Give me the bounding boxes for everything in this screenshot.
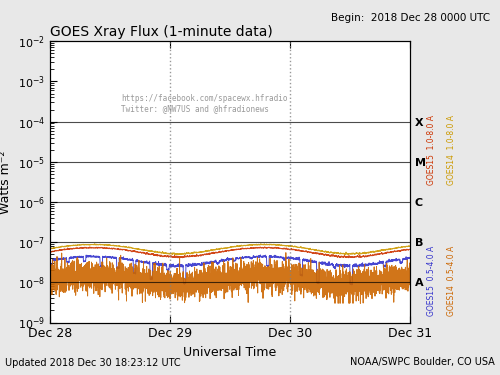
Y-axis label: Watts m⁻²: Watts m⁻² [0,150,12,214]
X-axis label: Universal Time: Universal Time [184,346,276,359]
Text: GOES15  1.0-8.0 A: GOES15 1.0-8.0 A [428,115,436,185]
Text: Begin:  2018 Dec 28 0000 UTC: Begin: 2018 Dec 28 0000 UTC [331,13,490,23]
Text: GOES14  1.0-8.0 A: GOES14 1.0-8.0 A [448,115,456,185]
Text: GOES Xray Flux (1-minute data): GOES Xray Flux (1-minute data) [50,25,273,39]
Text: GOES15  0.5-4.0 A: GOES15 0.5-4.0 A [428,246,436,316]
Text: NOAA/SWPC Boulder, CO USA: NOAA/SWPC Boulder, CO USA [350,357,495,368]
Text: https://facebook.com/spacewx.hfradio
Twitter: @NW7US and @hfradionews: https://facebook.com/spacewx.hfradio Twi… [121,94,288,113]
Text: Updated 2018 Dec 30 18:23:12 UTC: Updated 2018 Dec 30 18:23:12 UTC [5,357,180,368]
Text: GOES14  0.5-4.0 A: GOES14 0.5-4.0 A [448,246,456,316]
